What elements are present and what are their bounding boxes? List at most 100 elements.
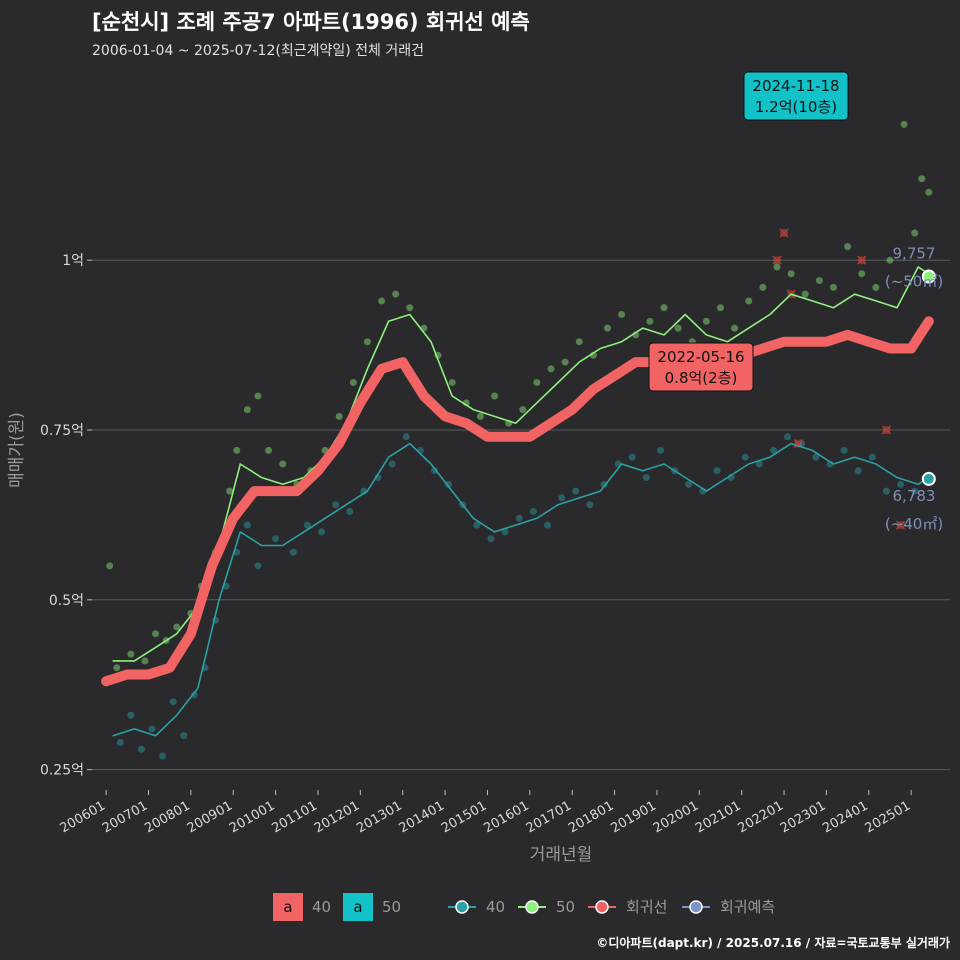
scatter-point-40 xyxy=(600,480,608,488)
scatter-point-50 xyxy=(561,358,569,366)
scatter-point-50 xyxy=(406,304,414,312)
scatter-point-50 xyxy=(918,175,926,183)
scatter-point-40 xyxy=(685,480,693,488)
x-tick-label: 202201 xyxy=(736,798,786,836)
series-line-40 xyxy=(112,442,930,737)
scatter-point-40 xyxy=(840,446,848,454)
x-tick-label: 202401 xyxy=(820,798,870,836)
scatter-point-40 xyxy=(116,738,124,746)
legend-line-text: 40 xyxy=(486,898,505,916)
scatter-point-40 xyxy=(543,521,551,529)
end-label-area: (~40㎡) xyxy=(885,515,943,533)
scatter-point-50 xyxy=(674,324,682,332)
legend-line-text: 회귀선 xyxy=(626,898,667,916)
scatter-point-40 xyxy=(137,745,145,753)
scatter-point-40 xyxy=(402,433,410,441)
scatter-point-50 xyxy=(349,378,357,386)
chart-title: [순천시] 조례 주공7 아파트(1996) 회귀선 예측 xyxy=(92,10,530,34)
legend-line-text: 회귀예측 xyxy=(720,898,775,916)
scatter-point-50 xyxy=(575,338,583,346)
scatter-point-50 xyxy=(233,446,241,454)
scatter-point-40 xyxy=(784,433,792,441)
scatter-point-40 xyxy=(854,467,862,475)
source-caption: ©디아파트(dapt.kr) / 2025.07.16 / 자료=국토교통부 실… xyxy=(596,936,950,950)
end-marker xyxy=(921,471,936,486)
outlier-marker xyxy=(779,228,789,238)
scatter-point-40 xyxy=(127,711,135,719)
scatter-point-40 xyxy=(487,535,495,543)
scatter-point-40 xyxy=(628,453,636,461)
x-tick-label: 201001 xyxy=(227,798,277,836)
scatter-point-40 xyxy=(243,521,251,529)
annotations: 9,757 (~50㎡) 6,783 (~40㎡) 2024-11-18 1.2억(10층… xyxy=(648,71,943,533)
x-tick-label: 200901 xyxy=(185,798,235,836)
scatter-point-40 xyxy=(332,501,340,509)
scatter-point-40 xyxy=(473,521,481,529)
legend-line-marker xyxy=(689,900,703,914)
scatter-point-40 xyxy=(812,453,820,461)
gridlines xyxy=(92,259,950,771)
y-tick-label: 1억 xyxy=(62,253,84,269)
scatter-point-50 xyxy=(618,311,626,319)
end-marker xyxy=(921,269,936,284)
scatter-point-40 xyxy=(346,508,354,516)
scatter-point-50 xyxy=(448,378,456,386)
scatter-point-50 xyxy=(113,664,121,672)
scatter-point-50 xyxy=(547,365,555,373)
scatter-point-50 xyxy=(254,392,262,400)
x-axis-title: 거래년월 xyxy=(530,845,593,865)
x-tick-label: 201701 xyxy=(524,798,574,836)
scatter-point-40 xyxy=(656,446,664,454)
scatter-point-50 xyxy=(279,460,287,468)
x-tick-label: 200601 xyxy=(58,798,108,836)
scatter-point-50 xyxy=(872,283,880,291)
scatter-point-40 xyxy=(430,467,438,475)
legend-label-key xyxy=(273,893,303,921)
scatter-point-40 xyxy=(169,698,177,706)
scatter-point-40 xyxy=(868,453,876,461)
scatter-point-40 xyxy=(642,474,650,482)
scatter-point-50 xyxy=(759,283,767,291)
scatter-point-50 xyxy=(604,324,612,332)
scatter-point-50 xyxy=(152,630,160,638)
x-tick-label: 200801 xyxy=(142,798,192,836)
scatter-point-40 xyxy=(445,480,453,488)
x-tick-label: 200701 xyxy=(100,798,150,836)
scatter-point-50 xyxy=(787,270,795,278)
annotation-value: 0.8억(2층) xyxy=(665,369,738,387)
end-label-area: (~50㎡) xyxy=(885,272,943,290)
scatter-point-40 xyxy=(289,548,297,556)
scatter-point-40 xyxy=(769,446,777,454)
scatter-point-50 xyxy=(335,412,343,420)
scatter-point-50 xyxy=(491,392,499,400)
annotation-value: 1.2억(10층) xyxy=(755,98,837,116)
outlier-marker xyxy=(857,255,867,265)
scatter-point-50 xyxy=(702,317,710,325)
x-tick-label: 202001 xyxy=(651,798,701,836)
scatter-point-50 xyxy=(925,188,933,196)
x-tick-label: 202101 xyxy=(693,798,743,836)
x-tick-label: 201801 xyxy=(566,798,616,836)
scatter-point-40 xyxy=(911,487,919,495)
scatter-point-40 xyxy=(190,691,198,699)
scatter-point-40 xyxy=(159,752,167,760)
scatter-point-40 xyxy=(897,480,905,488)
legend-line-marker xyxy=(525,900,539,914)
scatter-point-50 xyxy=(745,297,753,305)
x-tick-label: 201501 xyxy=(439,798,489,836)
legend: a 40 a 50 40 50 회귀선 회귀예측 xyxy=(273,893,775,921)
legend-label-text: 50 xyxy=(382,898,401,916)
annotation-box xyxy=(648,342,754,392)
series-lines xyxy=(101,266,934,737)
x-tick-label: 202301 xyxy=(778,798,828,836)
chart-subtitle: 2006-01-04 ~ 2025-07-12(최근계약일) 전체 거래건 xyxy=(92,43,424,59)
scatter-point-50 xyxy=(243,406,251,414)
scatter-point-40 xyxy=(755,460,763,468)
scatter-point-50 xyxy=(731,324,739,332)
x-tick-label: 201901 xyxy=(608,798,658,836)
legend-line-marker xyxy=(595,900,609,914)
scatter-point-50 xyxy=(716,304,724,312)
scatter-point-40 xyxy=(529,508,537,516)
scatter-point-40 xyxy=(254,562,262,570)
scatter-point-40 xyxy=(558,494,566,502)
